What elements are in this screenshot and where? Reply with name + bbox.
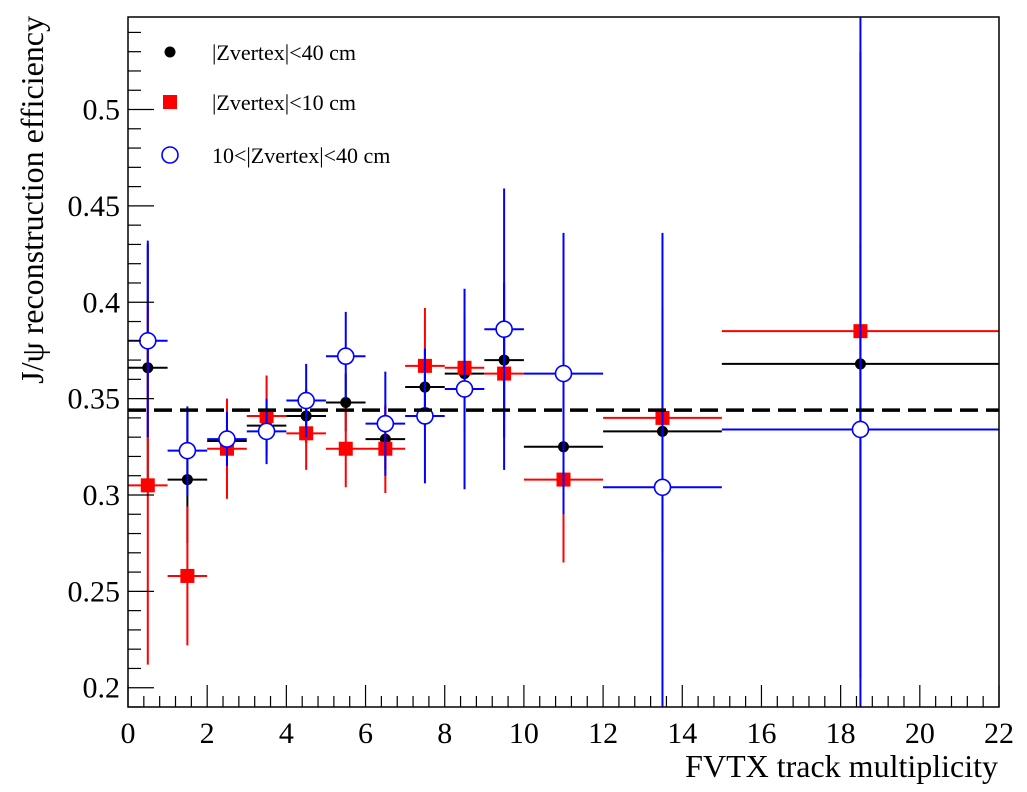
data-point (297, 391, 315, 410)
y-tick-label: 0.2 (83, 672, 121, 705)
x-tick-label: 12 (588, 717, 618, 750)
x-tick-label: 18 (826, 717, 856, 750)
x-tick-label: 10 (509, 717, 539, 750)
data-point (851, 420, 870, 439)
data-point (140, 478, 155, 493)
y-tick-label: 0.5 (83, 94, 121, 127)
legend-label: |Zvertex|<40 cm (212, 40, 356, 65)
y-tick-label: 0.4 (83, 286, 121, 319)
data-point (495, 320, 513, 339)
y-tick-label: 0.25 (68, 575, 121, 608)
x-tick-label: 16 (746, 717, 776, 750)
legend-marker (164, 46, 176, 58)
data-point (653, 478, 672, 497)
x-axis-title: FVTX track multiplicity (685, 748, 998, 784)
data-point (138, 331, 157, 350)
data-point (455, 380, 474, 398)
legend-marker (161, 146, 179, 164)
legend-label: 10<|Zvertex|<40 cm (212, 143, 390, 168)
y-tick-label: 0.3 (83, 479, 121, 512)
legend-label: |Zvertex|<10 cm (212, 90, 356, 115)
x-tick-label: 0 (121, 717, 136, 750)
x-tick-label: 14 (667, 717, 697, 750)
plot-frame (127, 16, 1000, 708)
data-point (340, 396, 352, 408)
data-point (554, 364, 573, 383)
x-tick-label: 2 (200, 717, 215, 750)
x-tick-label: 4 (279, 717, 294, 750)
x-tick-label: 22 (984, 717, 1014, 750)
x-tick-label: 6 (358, 717, 373, 750)
data-point (218, 430, 236, 448)
data-point (376, 414, 395, 433)
y-tick-label: 0.35 (68, 383, 121, 416)
y-tick-label: 0.45 (68, 190, 121, 223)
data-point (338, 441, 353, 456)
data-point (336, 347, 355, 366)
data-point (180, 568, 195, 583)
series-3 (128, 17, 999, 707)
y-axis-title: J/ψ reconstruction efficiency (14, 16, 50, 384)
axes-layer: 0 2 4 6 8 10 12 14 16 18 20 22 0.2 0.25 0.3 0.35 0.4 0.45… (68, 16, 1014, 750)
legend: |Zvertex|<40 cm |Zvertex|<10 cm 10<|Zverte… (161, 40, 390, 168)
data-point (178, 441, 197, 460)
series-layer (128, 17, 999, 707)
data-point (416, 407, 434, 425)
legend-marker (163, 95, 177, 109)
x-tick-label: 8 (437, 717, 452, 750)
x-tick-label: 20 (905, 717, 935, 750)
data-point (257, 422, 276, 441)
